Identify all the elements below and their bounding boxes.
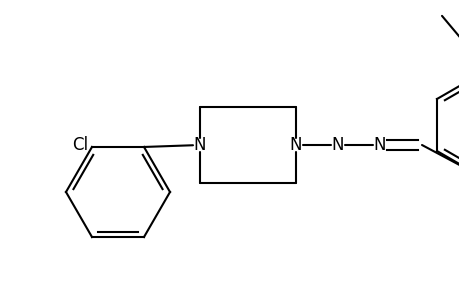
Text: Cl: Cl	[72, 136, 88, 154]
Text: N: N	[373, 136, 386, 154]
Text: N: N	[331, 136, 343, 154]
Text: N: N	[289, 136, 302, 154]
Text: N: N	[193, 136, 206, 154]
